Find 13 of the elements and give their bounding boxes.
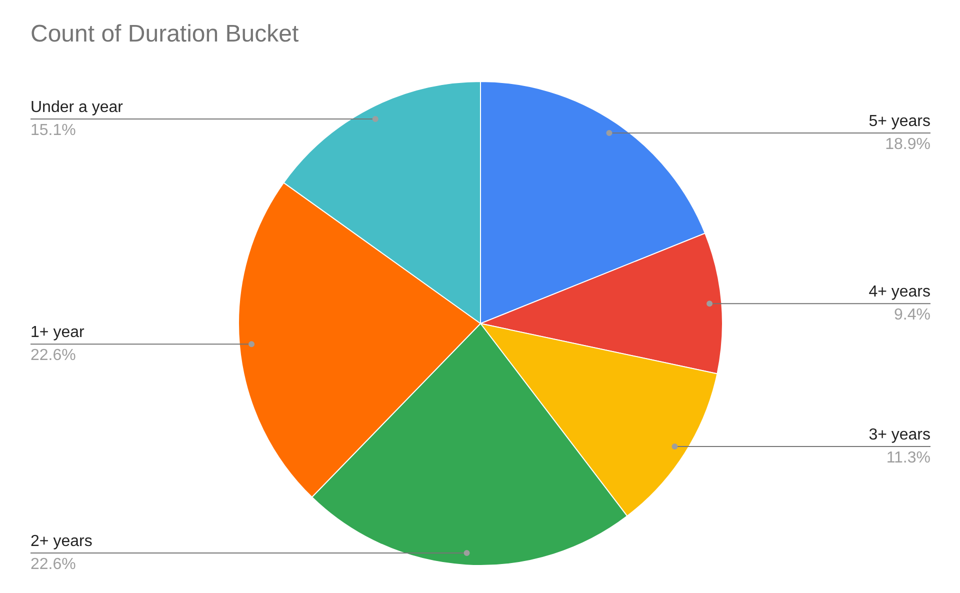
data-label: 18.9%	[885, 136, 931, 154]
slice-label: 3+ years	[868, 426, 930, 444]
slice-label: 5+ years	[868, 113, 930, 130]
chart-title: Count of Duration Bucket	[30, 20, 299, 48]
data-label: 9.4%	[894, 306, 930, 324]
slice-label: Under a year	[30, 99, 124, 116]
slice-label: 4+ years	[868, 284, 930, 301]
data-label: 22.6%	[30, 347, 76, 364]
data-label: 11.3%	[886, 449, 931, 466]
data-label: 22.6%	[30, 556, 76, 573]
data-label: 15.1%	[30, 122, 76, 140]
slice-label: 2+ years	[30, 532, 92, 550]
slice-label: 1+ year	[30, 324, 85, 342]
